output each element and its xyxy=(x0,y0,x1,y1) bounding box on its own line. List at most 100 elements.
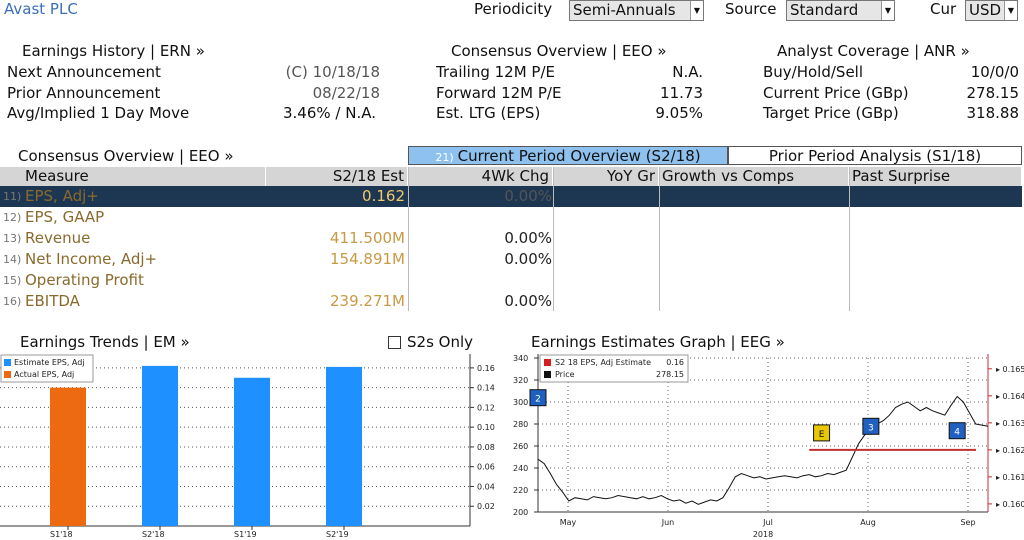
next-announcement-value: (C) 10/18/18 xyxy=(285,63,380,81)
event-marker: 3 xyxy=(862,417,880,435)
x-tick-label: S1'18 xyxy=(50,530,73,539)
currency-value: USD xyxy=(969,1,1002,19)
earnings-trends-link[interactable]: Earnings Trends | EM » xyxy=(20,333,190,351)
chevron-down-icon[interactable]: ▼ xyxy=(881,1,894,20)
row-measure: Revenue xyxy=(25,229,91,247)
event-marker: E xyxy=(813,424,831,442)
tab-current-label: Current Period Overview (S2/18) xyxy=(457,147,701,165)
marker-box xyxy=(813,424,831,442)
row-measure: EPS, GAAP xyxy=(25,208,105,226)
next-announcement-label: Next Announcement xyxy=(7,63,161,81)
legend-box xyxy=(539,354,689,383)
y2-tick-label: ▸ 0.160 xyxy=(996,500,1024,509)
source-dropdown[interactable]: Standard ▼ xyxy=(786,0,895,21)
col-header-past-surprise[interactable]: Past Surprise xyxy=(849,167,1022,186)
y-tick-label: 0.12 xyxy=(477,403,495,412)
y-tick-label: 260 xyxy=(513,442,528,451)
earnings-trends-chart: 0.16 0.14 0.12 0.10 0.08 0.06 0.04 0.02 S1'18 S2'… xyxy=(0,354,495,539)
target-price-label: Target Price (GBp) xyxy=(763,104,899,122)
table-row[interactable]: 16) EBITDA 239.271M 0.00% xyxy=(0,291,1022,312)
y-tick-label: 0.10 xyxy=(477,423,495,432)
y2-tick-label: ▸ 0.163 xyxy=(996,419,1024,428)
y-tick-label: 200 xyxy=(513,508,528,517)
periodicity-dropdown[interactable]: Semi-Annuals ▼ xyxy=(569,0,704,21)
table-row[interactable]: 12) EPS, GAAP xyxy=(0,207,1022,228)
row-index: 16) xyxy=(3,295,22,308)
buy-hold-sell-label: Buy/Hold/Sell xyxy=(763,63,864,81)
source-value: Standard xyxy=(790,1,859,19)
x-year-label: 2018 xyxy=(753,530,773,539)
col-header-yoy-gr[interactable]: YoY Gr xyxy=(553,167,659,186)
col-header-est[interactable]: S2/18 Est xyxy=(266,167,408,186)
currency-dropdown[interactable]: USD ▼ xyxy=(965,0,1018,21)
y-tick-label: 280 xyxy=(513,420,528,429)
x-tick-label: S2'19 xyxy=(326,530,349,539)
row-measure: EPS, Adj+ xyxy=(25,187,99,205)
col-header-measure[interactable]: Measure xyxy=(0,167,266,186)
consensus-overview-section-link[interactable]: Consensus Overview | EEO » xyxy=(18,147,234,165)
day-move-value: 3.46% / N.A. xyxy=(283,104,376,122)
current-price-value: 278.15 xyxy=(966,84,1020,102)
legend-value: 0.16 xyxy=(666,358,684,367)
tab-prior-period[interactable]: Prior Period Analysis (S1/18) xyxy=(728,146,1022,165)
earnings-history-link[interactable]: Earnings History | ERN » xyxy=(22,42,205,60)
currency-label: Cur xyxy=(930,0,957,18)
legend-label: Estimate EPS, Adj xyxy=(14,358,85,367)
x-tick-label: S1'19 xyxy=(234,530,257,539)
table-row[interactable]: 11) EPS, Adj+ 0.162 0.00% xyxy=(0,186,1022,207)
marker-box xyxy=(948,422,966,440)
current-price-label: Current Price (GBp) xyxy=(763,84,909,102)
table-row[interactable]: 14) Net Income, Adj+ 154.891M 0.00% xyxy=(0,249,1022,270)
column-divider xyxy=(553,167,554,311)
ltg-label: Est. LTG (EPS) xyxy=(436,104,541,122)
y-tick-label: 340 xyxy=(513,354,528,363)
tab-current-period[interactable]: 21) Current Period Overview (S2/18) xyxy=(408,146,728,165)
x-tick-label: Aug xyxy=(860,518,876,527)
y-tick-label: 0.06 xyxy=(477,463,495,472)
y-tick-label: 320 xyxy=(513,376,528,385)
marker-label: 2 xyxy=(535,395,541,405)
chevron-down-icon[interactable]: ▼ xyxy=(690,1,703,20)
y-tick-label: 240 xyxy=(513,464,528,473)
row-index: 14) xyxy=(3,253,22,266)
legend-swatch xyxy=(544,359,551,366)
marker-box xyxy=(529,389,547,407)
prior-announcement-value: 08/22/18 xyxy=(312,84,380,102)
ltg-value: 9.05% xyxy=(655,104,703,122)
source-label: Source xyxy=(725,0,777,18)
col-header-growth-vs-comps[interactable]: Growth vs Comps xyxy=(659,167,849,186)
periodicity-value: Semi-Annuals xyxy=(573,1,676,19)
y-tick-label: 0.08 xyxy=(477,443,495,452)
col-header-4wk-chg[interactable]: 4Wk Chg xyxy=(408,167,553,186)
y2-tick-label: ▸ 0.162 xyxy=(996,446,1024,455)
chart-legend: Estimate EPS, Adj Actual EPS, Adj xyxy=(0,354,94,383)
earnings-estimates-graph-link[interactable]: Earnings Estimates Graph | EEG » xyxy=(531,333,785,351)
analyst-coverage-link[interactable]: Analyst Coverage | ANR » xyxy=(777,42,970,60)
legend-swatch xyxy=(544,371,551,378)
table-row[interactable]: 15) Operating Profit xyxy=(0,270,1022,291)
periodicity-label: Periodicity xyxy=(474,0,553,18)
x-tick-label: Jul xyxy=(762,518,773,527)
row-4wk-chg: 0.00% xyxy=(504,292,552,310)
y-tick-label: 0.14 xyxy=(477,384,495,393)
table-row[interactable]: 13) Revenue 411.500M 0.00% xyxy=(0,228,1022,249)
row-index: 15) xyxy=(3,274,22,287)
consensus-overview-link[interactable]: Consensus Overview | EEO » xyxy=(451,42,667,60)
chevron-down-icon[interactable]: ▼ xyxy=(1004,1,1017,20)
forward-pe-label: Forward 12M P/E xyxy=(436,84,562,102)
bar xyxy=(50,387,86,526)
legend-label: S2 18 EPS, Adj Estimate xyxy=(555,358,651,367)
legend-value: 278.15 xyxy=(656,370,684,379)
y2-tick-label: ▸ 0.165 xyxy=(996,365,1024,374)
column-divider xyxy=(408,167,409,311)
y2-tick-label: ▸ 0.164 xyxy=(996,392,1024,401)
row-estimate: 0.162 xyxy=(362,187,405,205)
tab-prior-label: Prior Period Analysis (S1/18) xyxy=(768,147,982,165)
row-index: 13) xyxy=(3,232,22,245)
y-tick-label: 0.04 xyxy=(477,482,495,491)
row-estimate: 411.500M xyxy=(330,229,405,247)
chart-legend: S2 18 EPS, Adj Estimate 0.16 Price 278.15 xyxy=(539,354,689,383)
bar xyxy=(326,366,362,526)
s2s-only-checkbox[interactable] xyxy=(388,336,401,349)
y-tick-label: 220 xyxy=(513,486,528,495)
